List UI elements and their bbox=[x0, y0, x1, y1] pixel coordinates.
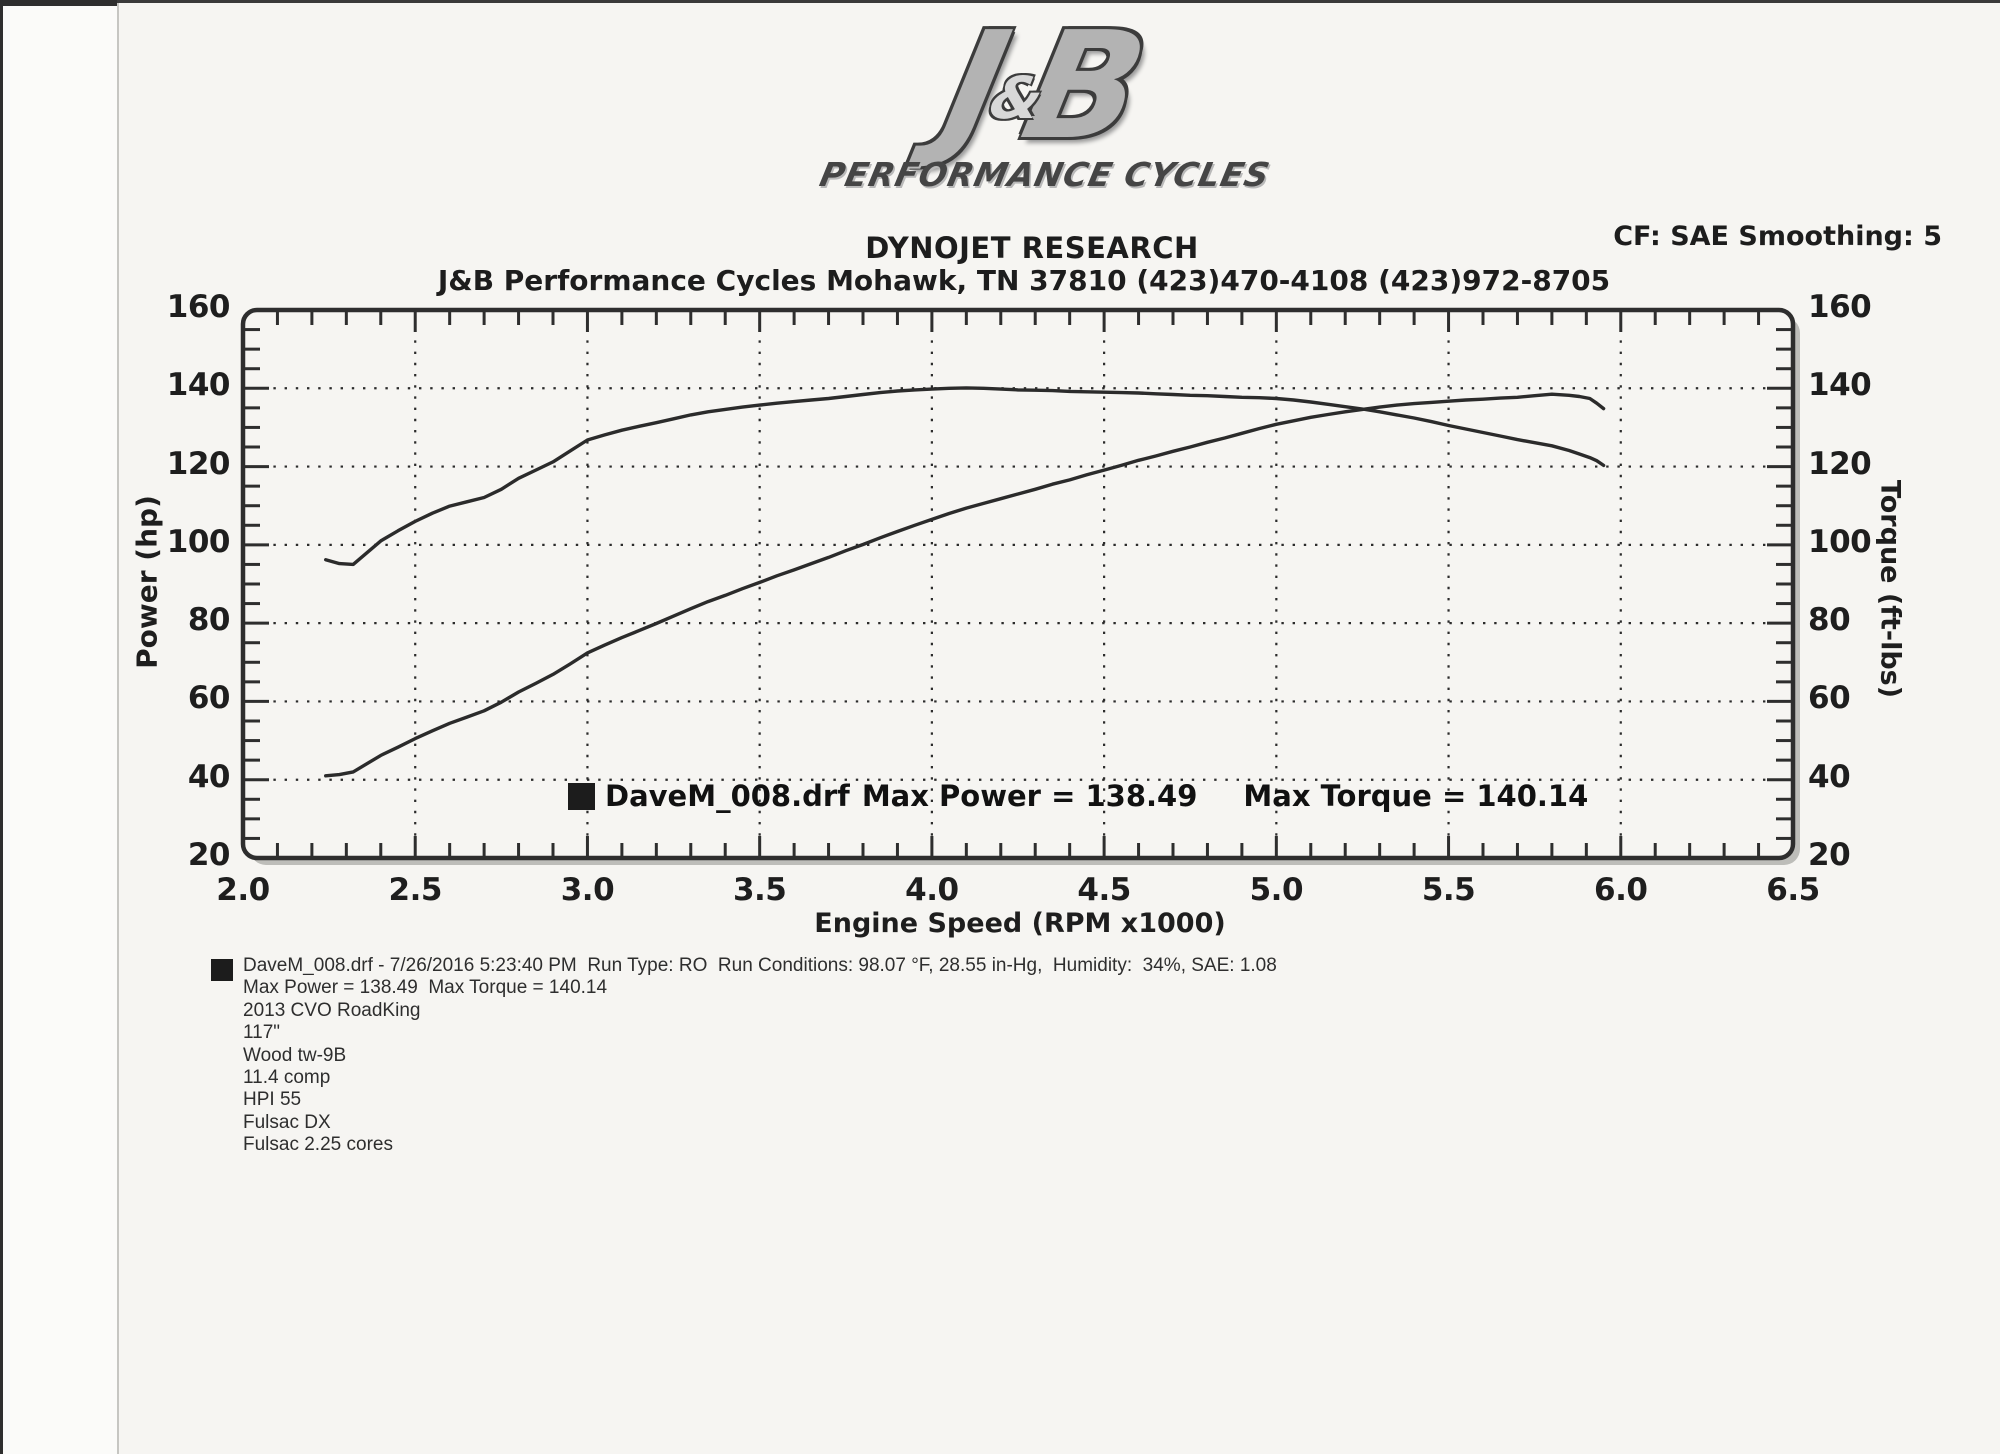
chart-legend: DaveM_008.drf Max Power = 138.49 Max Tor… bbox=[568, 779, 1588, 813]
run-details-block: DaveM_008.drf - 7/26/2016 5:23:40 PM Run… bbox=[243, 955, 1277, 1157]
footer-line: Fulsac DX bbox=[243, 1111, 331, 1133]
footer-line: 11.4 comp bbox=[243, 1067, 331, 1089]
y-axis-title-torque: Torque (ft-lbs) bbox=[1874, 479, 1906, 699]
x-axis-tick-label: 6.0 bbox=[1594, 872, 1648, 908]
footer-line: Fulsac 2.25 cores bbox=[243, 1134, 393, 1156]
y-axis-tick-label-left: 160 bbox=[166, 289, 231, 325]
y-axis-tick-label-right: 120 bbox=[1808, 445, 1872, 482]
scanner-top-edge bbox=[0, 0, 2000, 3]
x-axis-tick-label: 5.5 bbox=[1421, 872, 1476, 908]
footer-line: 2013 CVO RoadKing bbox=[243, 999, 421, 1021]
legend-max-power: Max Power = 138.49 bbox=[861, 779, 1198, 813]
y-axis-tick-label-left: 100 bbox=[166, 523, 231, 560]
legend-max-torque: Max Torque = 140.14 bbox=[1243, 779, 1589, 813]
y-axis-title-power: Power (hp) bbox=[130, 495, 164, 669]
x-axis-tick-label: 4.5 bbox=[1077, 872, 1131, 908]
power-curve bbox=[324, 392, 1606, 778]
x-axis-tick-label: 2.5 bbox=[388, 872, 443, 908]
torque-curve bbox=[324, 386, 1606, 567]
x-axis-title-engine-speed: Engine Speed (RPM x1000) bbox=[814, 908, 1226, 939]
dynojet-research-title: DYNOJET RESEARCH bbox=[865, 231, 1199, 265]
footer-line: Wood tw-9B bbox=[243, 1044, 347, 1066]
scanner-seam-line bbox=[117, 0, 119, 1454]
footer-line: Max Power = 138.49 Max Torque = 140.14 bbox=[243, 977, 608, 999]
y-axis-tick-label-right: 20 bbox=[1808, 837, 1851, 873]
y-axis-tick-label-right: 100 bbox=[1808, 523, 1872, 560]
x-axis-tick-label: 2.0 bbox=[216, 872, 270, 908]
legend-run-file: DaveM_008.drf bbox=[605, 779, 850, 813]
correction-factor-smoothing: CF: SAE Smoothing: 5 bbox=[1613, 221, 1942, 252]
x-axis-tick-label: 3.0 bbox=[560, 872, 615, 908]
scanner-left-edge bbox=[0, 0, 3, 1454]
y-axis-tick-label-left: 60 bbox=[187, 680, 231, 717]
y-axis-tick-label-right: 160 bbox=[1808, 289, 1872, 325]
y-axis-tick-label-left: 20 bbox=[187, 837, 231, 873]
y-axis-tick-label-right: 80 bbox=[1808, 602, 1851, 639]
y-axis-tick-label-left: 80 bbox=[187, 602, 231, 639]
y-axis-tick-label-left: 40 bbox=[187, 758, 231, 795]
x-axis-tick-label: 6.5 bbox=[1766, 872, 1820, 908]
footer-line: DaveM_008.drf - 7/26/2016 5:23:40 PM Run… bbox=[243, 955, 1277, 976]
footer-run-swatch-icon bbox=[211, 959, 233, 981]
scanner-top-left-edge bbox=[0, 0, 117, 6]
legend-swatch-icon bbox=[568, 783, 595, 810]
scanner-edge-strip bbox=[0, 0, 117, 1454]
x-axis-tick-label: 5.0 bbox=[1249, 872, 1304, 908]
y-axis-tick-label-left: 120 bbox=[166, 445, 231, 482]
y-axis-tick-label-right: 60 bbox=[1808, 680, 1851, 717]
x-axis-tick-label: 4.0 bbox=[905, 872, 959, 908]
x-axis-tick-label: 3.5 bbox=[732, 872, 787, 908]
footer-line: 117" bbox=[243, 1022, 281, 1044]
shop-address-line: J&B Performance Cycles Mohawk, TN 37810 … bbox=[437, 264, 1611, 297]
plot-border bbox=[240, 307, 1796, 861]
y-axis-tick-label-right: 40 bbox=[1808, 758, 1851, 795]
y-axis-tick-label-left: 140 bbox=[166, 367, 231, 404]
footer-line: HPI 55 bbox=[243, 1089, 302, 1111]
y-axis-tick-label-right: 140 bbox=[1808, 367, 1872, 404]
